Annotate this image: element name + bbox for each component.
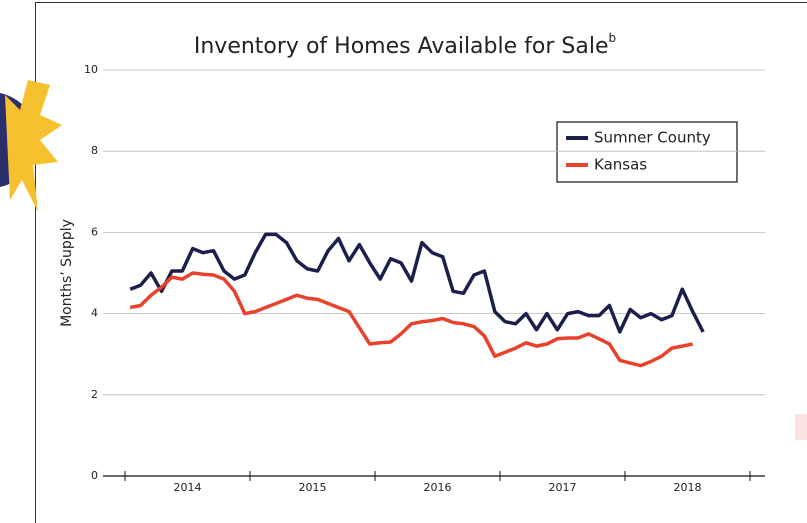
title-text: Inventory of Homes Available for Sale	[194, 34, 609, 59]
x-tick-label: 2015	[299, 481, 327, 494]
y-tick-label: 10	[84, 63, 98, 76]
x-tick-label: 2018	[674, 481, 702, 494]
title-superscript: b	[608, 31, 616, 45]
series-line	[129, 271, 694, 368]
badge-decoration	[0, 80, 62, 212]
legend-label: Sumner County	[594, 129, 711, 147]
frame	[35, 2, 807, 523]
y-tick-label: 0	[91, 469, 98, 482]
y-tick-label: 4	[91, 307, 98, 320]
series-line	[129, 232, 705, 334]
y-tick-label: 8	[91, 144, 98, 157]
legend: Sumner County Kansas	[556, 121, 738, 183]
x-tick-label: 2017	[549, 481, 577, 494]
x-tick-label: 2014	[174, 481, 202, 494]
legend-box	[556, 121, 738, 183]
y-axis-label: Months’ Supply	[59, 219, 75, 327]
legend-label: Kansas	[594, 156, 647, 174]
chart-title: Inventory of Homes Available for Saleb	[194, 31, 616, 60]
y-tick-label: 2	[91, 388, 98, 401]
edge-decoration	[795, 414, 807, 440]
x-tick-label: 2016	[424, 481, 452, 494]
y-tick-label: 6	[91, 225, 98, 238]
